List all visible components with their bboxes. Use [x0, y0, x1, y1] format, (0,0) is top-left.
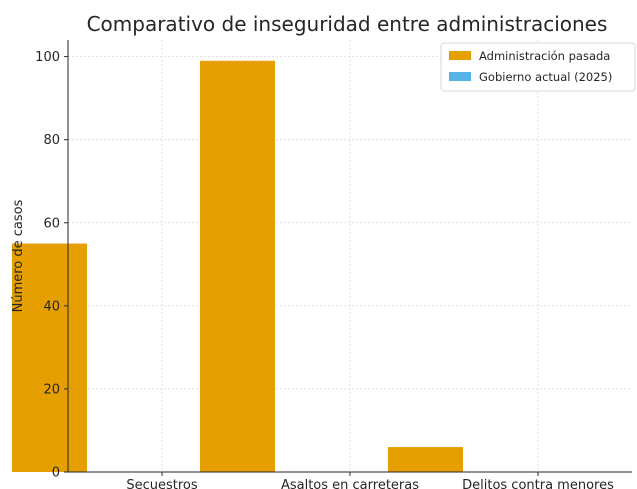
chart-title: Comparativo de inseguridad entre adminis… — [87, 12, 608, 36]
legend-label-gobierno-actual: Gobierno actual (2025) — [479, 70, 612, 84]
legend-swatch-administracion-pasada — [449, 51, 471, 60]
bar-administracion-pasada-secuestros — [12, 243, 87, 472]
y-axis-label: Número de casos — [11, 199, 26, 312]
y-tick-label: 40 — [43, 299, 60, 314]
legend-label-administracion-pasada: Administración pasada — [479, 49, 610, 63]
grid-layer — [68, 40, 632, 473]
y-tick-label: 80 — [43, 133, 60, 148]
legend-box — [440, 42, 636, 92]
y-ticks: 0 20 40 60 80 100 — [35, 50, 68, 481]
legend-swatch-gobierno-actual — [449, 72, 471, 81]
bar-administracion-pasada-delitos-contra-menores — [388, 447, 463, 472]
bars-layer — [12, 60, 463, 473]
y-tick-label: 60 — [43, 216, 60, 231]
y-tick-label: 0 — [52, 466, 60, 481]
legend: Administración pasada Gobierno actual (2… — [440, 42, 636, 92]
x-ticks: Secuestros Asaltos en carreteras Delitos c… — [126, 472, 614, 489]
x-tick-label-secuestros: Secuestros — [126, 478, 198, 489]
x-tick-label-delitos-contra-menores: Delitos contra menores — [462, 478, 614, 489]
bar-administracion-pasada-asaltos-en-carreteras — [200, 60, 275, 473]
y-tick-label: 20 — [43, 382, 60, 397]
y-tick-label: 100 — [35, 50, 60, 65]
x-tick-label-asaltos-en-carreteras: Asaltos en carreteras — [281, 478, 419, 489]
